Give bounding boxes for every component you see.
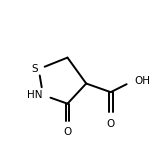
Text: HN: HN (27, 90, 42, 100)
Text: S: S (31, 64, 38, 74)
Text: OH: OH (134, 76, 150, 86)
Text: O: O (63, 127, 72, 137)
Text: O: O (106, 119, 115, 129)
